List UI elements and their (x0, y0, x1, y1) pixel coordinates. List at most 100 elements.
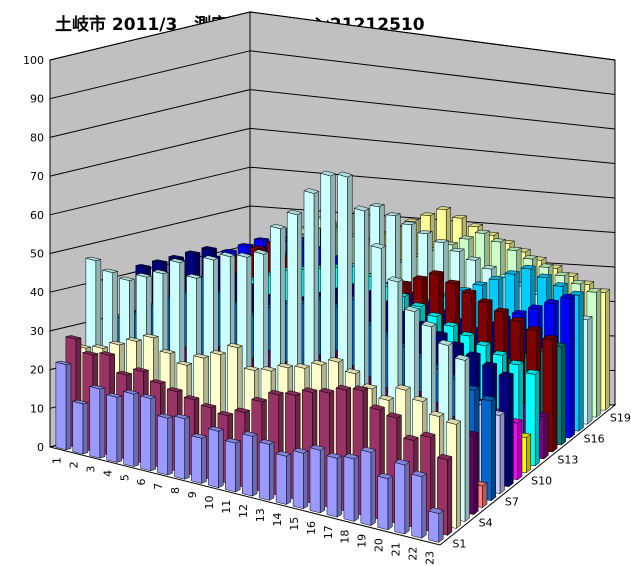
bar-front (377, 475, 389, 531)
x-tick-label: 14 (271, 513, 284, 527)
bar (343, 453, 360, 522)
bar-top (458, 235, 475, 240)
bar-top (309, 444, 326, 451)
x-tick-label: 1 (50, 457, 63, 464)
bar-front (208, 428, 219, 489)
bar-side (303, 450, 309, 510)
bar-top (506, 246, 522, 251)
bar-side (353, 455, 359, 522)
bar-top (185, 273, 203, 279)
grid-line (49, 205, 251, 254)
bar-top (286, 209, 303, 216)
bar-top (586, 288, 602, 293)
bar-top (135, 264, 151, 268)
bar-top (428, 410, 445, 417)
bar-top (411, 470, 427, 478)
bar-top (217, 410, 234, 417)
bar-side (184, 416, 190, 480)
bar-top (568, 290, 585, 296)
bar-top (353, 205, 370, 212)
bar-top (527, 304, 544, 310)
bar (224, 438, 241, 493)
bar-top (275, 450, 292, 457)
bar-side (569, 294, 575, 439)
x-tick-label: 4 (101, 470, 114, 477)
bar-side (456, 420, 461, 530)
bar-side (116, 395, 123, 463)
bar-top (538, 263, 554, 268)
bar-front (191, 435, 202, 484)
bar (173, 414, 191, 480)
bar-front (360, 449, 372, 526)
bar-top (437, 339, 454, 346)
y-tick-label: 0 (37, 441, 44, 454)
bar-top (426, 312, 443, 317)
y-tick-label: 80 (30, 131, 44, 144)
bar-top (395, 384, 411, 391)
bar (411, 470, 427, 539)
bar-top (318, 387, 335, 394)
bar-side (404, 461, 410, 535)
bar-top (108, 340, 126, 346)
y-tick-label: 50 (30, 248, 44, 261)
bar (309, 444, 326, 514)
x-tick-label: 12 (237, 504, 250, 518)
bar (326, 452, 343, 518)
bar-top (260, 366, 277, 372)
bar-top (234, 407, 251, 413)
grid-line (49, 127, 251, 177)
grid-line (249, 127, 616, 164)
bar-top (369, 404, 386, 411)
x-tick-label: 8 (169, 487, 182, 494)
bar-top (352, 385, 369, 392)
bar-side (561, 343, 567, 446)
bar-side (447, 456, 453, 536)
x-tick-label: 21 (390, 542, 403, 556)
y-tick-label: 20 (30, 364, 44, 377)
bar-top (152, 259, 168, 264)
bar-top (410, 302, 427, 308)
bar-top (219, 252, 236, 258)
y-tick-label: 100 (23, 54, 44, 67)
bar-side (587, 315, 593, 425)
bar-top (190, 433, 208, 439)
bar-top (252, 249, 270, 255)
bar-top (202, 255, 220, 261)
bar-top (102, 268, 119, 273)
bar-front (242, 433, 253, 497)
series-label: S16 (584, 433, 605, 446)
bar-side (438, 509, 444, 543)
bar-top (417, 230, 434, 235)
y-tick-label: 90 (30, 93, 44, 106)
bar-front (225, 440, 236, 493)
bar-front (275, 453, 287, 505)
bar-top (490, 238, 506, 243)
bar-top (139, 394, 157, 399)
bar-top (88, 384, 106, 390)
bar-top (436, 453, 453, 461)
bar (105, 392, 123, 463)
bar-top (394, 459, 410, 466)
bar (190, 433, 208, 484)
bar-top (404, 306, 420, 313)
bar-side (534, 370, 540, 467)
bar-top (474, 229, 491, 234)
bar (292, 447, 309, 510)
bar-top (254, 237, 269, 241)
bar-top (344, 368, 361, 375)
y-tick-label: 60 (30, 209, 44, 222)
grid-line (249, 50, 616, 95)
bar (275, 450, 292, 505)
bar-top (142, 333, 160, 339)
bar-top (55, 360, 72, 366)
bar-top (327, 356, 344, 363)
bar-top (444, 279, 461, 285)
series-label: S4 (479, 517, 493, 530)
x-tick-label: 6 (135, 478, 148, 485)
bar-front (343, 456, 355, 522)
bar-top (454, 354, 471, 361)
bar-top (250, 245, 266, 249)
bar-top (258, 439, 275, 445)
bar-side (421, 473, 427, 539)
x-tick-label: 16 (305, 521, 318, 535)
